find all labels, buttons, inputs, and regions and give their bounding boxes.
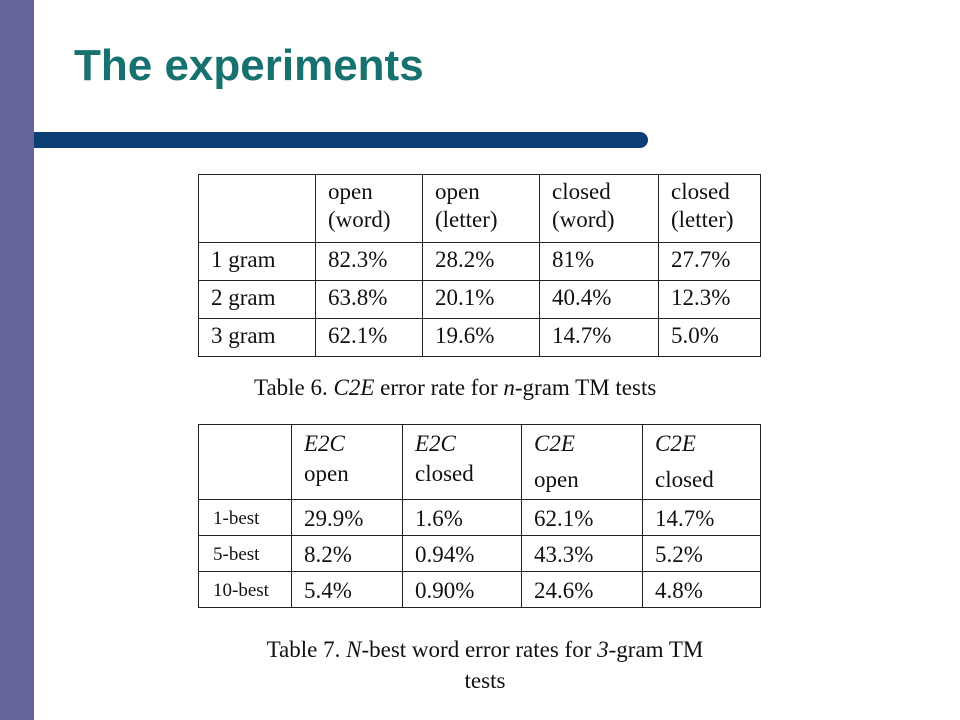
table-cell: 82.3% <box>315 242 423 281</box>
table-6-header-cell: closed (word) <box>539 174 659 243</box>
table-6-header-cell: closed (letter) <box>658 174 761 243</box>
table-cell: 14.7% <box>642 499 761 536</box>
row-label: 5-best <box>198 535 292 572</box>
row-label: 2 gram <box>198 280 316 319</box>
slide-title: The experiments <box>74 41 424 90</box>
table-6-header-cell: open (word) <box>315 174 423 243</box>
table-cell: 0.90% <box>402 571 522 608</box>
table-6: open (word) open (letter) closed (word) clo… <box>198 174 761 357</box>
table-cell: 63.8% <box>315 280 423 319</box>
table-cell: 40.4% <box>539 280 659 319</box>
table-cell: 5.4% <box>291 571 403 608</box>
table-cell: 62.1% <box>315 318 423 357</box>
table-cell: 19.6% <box>422 318 540 357</box>
row-label: 10-best <box>198 571 292 608</box>
sidebar-strip <box>0 0 34 720</box>
table-cell: 4.8% <box>642 571 761 608</box>
table-cell: 81% <box>539 242 659 281</box>
table-cell: 24.6% <box>521 571 643 608</box>
table-6-header-cell: open (letter) <box>422 174 540 243</box>
table-6-corner-cell <box>198 174 316 243</box>
row-label: 1 gram <box>198 242 316 281</box>
table-6-caption: Table 6. C2E error rate for n-gram TM te… <box>254 375 657 400</box>
table-cell: 8.2% <box>291 535 403 572</box>
table-cell: 28.2% <box>422 242 540 281</box>
row-label: 3 gram <box>198 318 316 357</box>
table-7-header-cell: E2C closed <box>402 424 522 500</box>
table-7-caption: Table 7. N-best word error rates for 3-g… <box>266 637 704 693</box>
table-cell: 5.0% <box>658 318 761 357</box>
title-underline-bar <box>34 132 648 148</box>
table-cell: 1.6% <box>402 499 522 536</box>
table-row: 3 gram 62.1% 19.6% 14.7% 5.0% <box>198 318 761 357</box>
table-row: 1 gram 82.3% 28.2% 81% 27.7% <box>198 242 761 281</box>
table-row: 1-best 29.9% 1.6% 62.1% 14.7% <box>198 499 761 536</box>
table-row: 5-best 8.2% 0.94% 43.3% 5.2% <box>198 535 761 572</box>
table-cell: 14.7% <box>539 318 659 357</box>
table-cell: 20.1% <box>422 280 540 319</box>
table-cell: 29.9% <box>291 499 403 536</box>
table-cell: 62.1% <box>521 499 643 536</box>
table-7-header-row: E2C open E2C closed C2E open C2E closed <box>198 424 761 500</box>
row-label: 1-best <box>198 499 292 536</box>
table-7-header-cell: C2E closed <box>642 424 761 500</box>
table-row: 10-best 5.4% 0.90% 24.6% 4.8% <box>198 571 761 608</box>
table-cell: 0.94% <box>402 535 522 572</box>
table-row: 2 gram 63.8% 20.1% 40.4% 12.3% <box>198 280 761 319</box>
table-7-corner-cell <box>198 424 292 500</box>
table-cell: 5.2% <box>642 535 761 572</box>
table-cell: 43.3% <box>521 535 643 572</box>
table-7-header-cell: E2C open <box>291 424 403 500</box>
table-7-header-cell: C2E open <box>521 424 643 500</box>
table-7: E2C open E2C closed C2E open C2E closed 1-be… <box>198 424 761 608</box>
table-cell: 12.3% <box>658 280 761 319</box>
table-cell: 27.7% <box>658 242 761 281</box>
table-6-header-row: open (word) open (letter) closed (word) clo… <box>198 174 761 243</box>
